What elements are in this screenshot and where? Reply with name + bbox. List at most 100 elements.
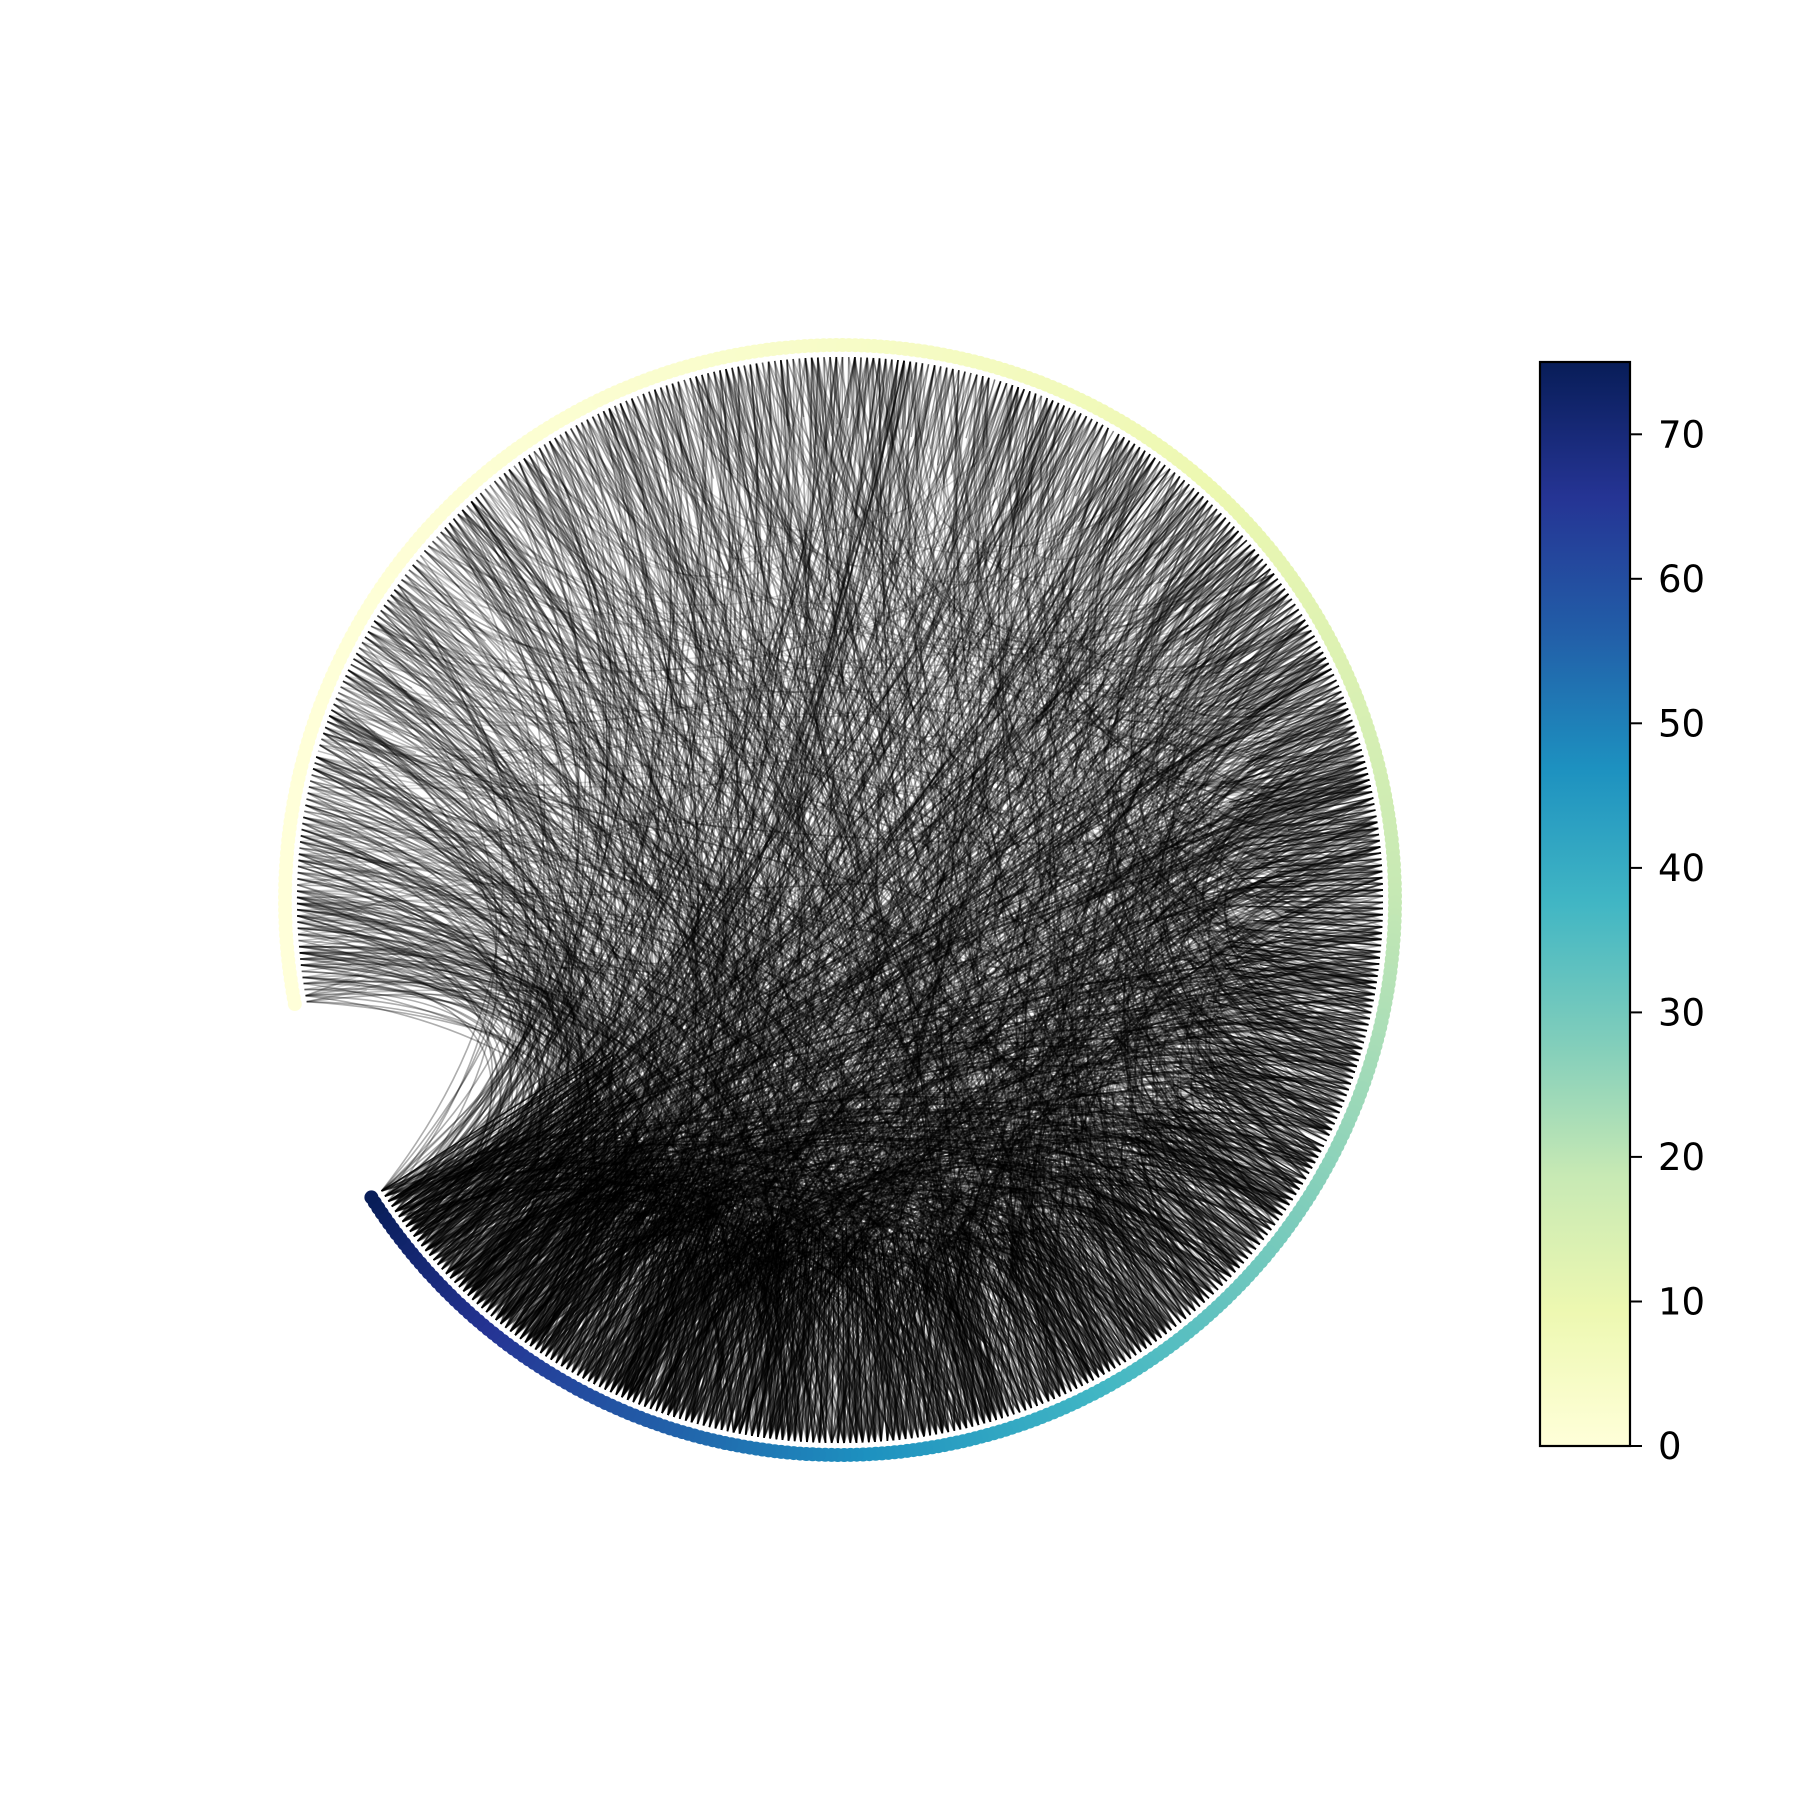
edge xyxy=(297,743,1361,892)
edge xyxy=(695,376,1364,758)
edge xyxy=(891,1277,944,1440)
edge xyxy=(298,936,349,942)
edge xyxy=(818,1239,968,1443)
edge xyxy=(485,1132,1300,1313)
edge xyxy=(743,365,1171,555)
edge xyxy=(673,443,1136,1418)
edge xyxy=(1135,578,1383,916)
edge xyxy=(767,361,1349,727)
edge xyxy=(444,526,525,603)
edge xyxy=(397,584,462,631)
edge xyxy=(684,1134,1290,1421)
edge xyxy=(387,778,1370,1202)
edge xyxy=(462,1096,652,1292)
edge xyxy=(914,362,1357,753)
edge xyxy=(855,1205,1162,1443)
edge xyxy=(1175,668,1363,1050)
edge xyxy=(560,1137,1316,1367)
edge xyxy=(470,500,839,1444)
edge xyxy=(300,964,570,1336)
edge xyxy=(495,1147,638,1321)
edge xyxy=(731,367,785,1439)
edge xyxy=(763,696,1345,1438)
edge xyxy=(1140,646,1333,1131)
edge xyxy=(613,398,713,606)
edge xyxy=(519,1210,962,1430)
edge xyxy=(725,368,1373,1008)
edge xyxy=(780,360,789,427)
edge xyxy=(424,1107,1276,1252)
edge xyxy=(708,440,1131,1428)
edge xyxy=(299,952,525,1275)
edge xyxy=(1069,1172,1192,1316)
edge xyxy=(361,641,597,1288)
edge xyxy=(958,1212,1116,1424)
edge xyxy=(960,1262,1067,1426)
edge xyxy=(598,1175,1201,1388)
edge xyxy=(315,756,1009,1417)
edge xyxy=(872,361,912,1442)
edge xyxy=(1200,913,1383,1164)
edge xyxy=(880,563,1268,1442)
edge xyxy=(307,792,379,808)
edge xyxy=(804,358,998,1421)
edge xyxy=(1130,480,1307,1180)
edge xyxy=(1201,743,1361,1056)
edge xyxy=(1202,1105,1313,1169)
edge xyxy=(298,933,561,1266)
edge xyxy=(1160,685,1340,1175)
edge xyxy=(787,926,1383,1441)
edge xyxy=(1169,821,1378,1190)
edge xyxy=(445,1092,637,1275)
edge xyxy=(751,657,1327,1437)
edge xyxy=(560,668,1332,1367)
edge xyxy=(555,383,697,1364)
edge xyxy=(305,804,519,1279)
edge xyxy=(470,500,517,550)
edge xyxy=(661,926,1383,1414)
edge xyxy=(1099,1142,1294,1335)
edge xyxy=(1244,803,1375,828)
edge xyxy=(643,1248,1050,1408)
edge xyxy=(384,907,1383,1197)
edge xyxy=(695,376,1082,542)
edge xyxy=(328,715,376,733)
edge xyxy=(1078,443,1136,531)
edge xyxy=(361,641,421,675)
edge xyxy=(412,564,1300,1190)
edge xyxy=(1088,1198,1206,1331)
edge xyxy=(619,403,643,453)
edge xyxy=(678,1021,1369,1420)
edge xyxy=(1173,1083,1316,1164)
edge xyxy=(484,488,1364,774)
edge xyxy=(524,1134,674,1343)
edge xyxy=(319,744,575,1350)
edge xyxy=(499,386,1020,1325)
edge xyxy=(424,1158,913,1439)
edge xyxy=(1155,668,1349,769)
edge xyxy=(495,526,1235,1321)
edge xyxy=(437,1117,600,1266)
edge xyxy=(340,686,391,709)
edge xyxy=(632,1215,711,1403)
edge xyxy=(621,1195,711,1398)
edge xyxy=(909,361,1192,1316)
edge xyxy=(529,725,1355,1347)
edge xyxy=(302,976,1067,1395)
edge xyxy=(319,744,541,1270)
edge xyxy=(296,852,1382,905)
edge xyxy=(467,981,1377,1297)
edge xyxy=(529,1162,1147,1349)
edge xyxy=(1157,980,1377,1216)
edge xyxy=(1009,1202,1215,1409)
edge xyxy=(1179,791,1381,959)
edge xyxy=(963,1229,1033,1409)
edge xyxy=(1108,1141,1297,1327)
edge xyxy=(296,902,523,1208)
edge xyxy=(941,778,1370,1434)
edge xyxy=(1089,1097,1283,1260)
edges-layer xyxy=(296,356,1384,1444)
edge xyxy=(298,945,734,1432)
edge xyxy=(405,360,783,1228)
edge xyxy=(1164,619,1383,934)
